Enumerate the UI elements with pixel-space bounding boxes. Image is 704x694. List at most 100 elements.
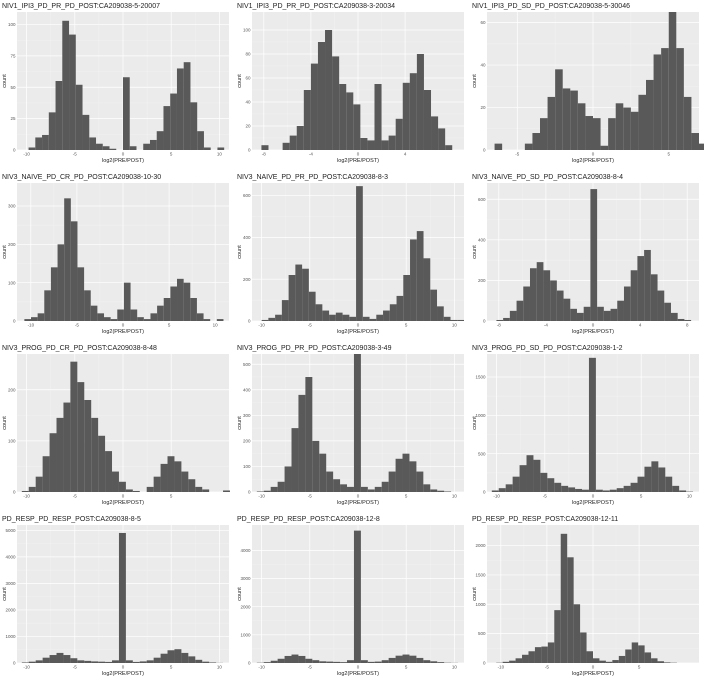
- x-tick-label: 5: [405, 494, 408, 499]
- histogram-bar: [37, 313, 45, 321]
- y-axis-label: count: [472, 245, 478, 259]
- histogram-bar: [381, 660, 389, 663]
- histogram-bar: [263, 662, 271, 663]
- histogram-bar: [96, 143, 103, 150]
- x-tick-label: -10: [498, 665, 505, 670]
- histogram-bar: [430, 661, 438, 663]
- histogram-bar: [437, 490, 445, 492]
- y-tick-label: 5000: [5, 528, 16, 533]
- histogram-bar: [296, 126, 304, 150]
- histogram-bar: [608, 118, 616, 150]
- histogram-bar: [367, 140, 375, 150]
- y-tick-label: 2000: [240, 604, 251, 609]
- x-tick-label: 5: [168, 323, 171, 328]
- histogram-bar: [291, 428, 299, 492]
- histogram-bar: [665, 476, 673, 492]
- histogram-bar: [416, 471, 424, 492]
- histogram-bar: [319, 453, 327, 492]
- histogram-panel: NIV1_IPI3_PD_PR_PD_POST:CA209038-5-20007…: [2, 3, 229, 164]
- histogram-bar: [315, 304, 323, 321]
- histogram-bar: [360, 486, 368, 492]
- y-tick-label: 20: [245, 124, 251, 129]
- histogram-bar: [561, 485, 569, 492]
- x-tick-label: -10: [258, 494, 265, 499]
- histogram-bar: [491, 490, 499, 492]
- x-tick-label: -5: [308, 494, 312, 499]
- histogram-bar: [181, 652, 189, 663]
- histogram-bar: [623, 286, 631, 321]
- x-tick-label: -4: [309, 152, 313, 157]
- y-tick-label: 0: [248, 148, 251, 153]
- histogram-bar: [541, 646, 548, 663]
- histogram-bar: [310, 63, 318, 150]
- x-tick-label: -10: [23, 665, 30, 670]
- histogram-bar: [533, 459, 541, 492]
- histogram-panel: NIV3_NAIVE_PD_SD_PD_POST:CA209038-8-4 -8 -…: [472, 174, 699, 335]
- histogram-bar: [49, 433, 57, 492]
- histogram-bar: [302, 268, 309, 321]
- histogram-bar: [577, 103, 586, 150]
- histogram-bar: [536, 262, 544, 321]
- histogram-bar: [167, 456, 175, 492]
- histogram-bar: [516, 300, 524, 321]
- x-tick-label: 0: [592, 494, 595, 499]
- histogram-bar: [543, 270, 551, 321]
- x-tick-label: -8: [262, 152, 266, 157]
- histogram-bar: [342, 314, 350, 321]
- histogram-bar: [617, 300, 624, 321]
- histogram-bar: [317, 42, 326, 150]
- histogram-bar: [646, 79, 654, 150]
- histogram-bar: [326, 471, 334, 492]
- x-tick-label: 10: [217, 152, 223, 157]
- histogram-bar: [599, 660, 606, 663]
- histogram-bar: [509, 310, 517, 321]
- histogram-bar: [305, 377, 313, 492]
- histogram-bar: [149, 139, 157, 150]
- histogram-bar: [57, 244, 65, 321]
- histogram-panel: NIV3_PROG_PD_CR_PD_POST:CA209038-8-48 -10…: [2, 345, 230, 506]
- histogram-bar: [261, 319, 269, 321]
- histogram-bar: [494, 143, 503, 150]
- histogram-bar: [326, 661, 334, 663]
- histogram-bar: [63, 655, 71, 663]
- y-tick-label: 600: [243, 193, 251, 198]
- histogram-bar: [588, 357, 596, 492]
- histogram-bar: [528, 651, 535, 663]
- histogram-bar: [146, 660, 154, 663]
- y-tick-label: 400: [243, 387, 251, 392]
- x-axis-label: log2(PRE/POST): [572, 158, 614, 164]
- histogram-bar: [333, 661, 341, 663]
- histogram-bar: [676, 48, 684, 150]
- y-tick-label: 1500: [475, 375, 486, 380]
- histogram-bar: [82, 114, 90, 150]
- histogram-bar: [437, 306, 444, 321]
- histogram-bar: [658, 467, 666, 492]
- x-tick-label: -10: [23, 152, 30, 157]
- histogram-bar: [203, 147, 211, 150]
- histogram-bar: [502, 661, 510, 663]
- histogram-bar: [519, 465, 527, 492]
- histogram-bar: [563, 298, 571, 321]
- y-tick-label: 100: [8, 438, 16, 443]
- panel-title: NIV1_IPI3_PD_PR_PD_POST:CA209038-3-20034: [237, 3, 395, 10]
- histogram-bar: [683, 96, 692, 150]
- histogram-bar: [64, 198, 71, 321]
- y-axis-label: count: [237, 416, 243, 430]
- histogram-bar: [668, 12, 677, 150]
- x-tick-label: 5: [170, 494, 173, 499]
- histogram-bar: [644, 652, 652, 663]
- panel-title: PD_RESP_PD_RESP_POST:CA209038-8-5: [2, 516, 141, 523]
- x-tick-label: -10: [23, 494, 30, 499]
- x-tick-label: 10: [452, 665, 458, 670]
- histogram-bar: [312, 660, 320, 663]
- histogram-bar: [623, 485, 631, 492]
- histogram-bar: [638, 94, 646, 150]
- y-tick-label: 100: [8, 22, 16, 27]
- y-tick-label: 4000: [240, 548, 251, 553]
- histogram-bar: [576, 312, 584, 321]
- histogram-bar: [188, 656, 196, 663]
- histogram-bar: [445, 145, 453, 150]
- x-axis-label: log2(PRE/POST): [102, 671, 144, 677]
- histogram-bar: [89, 137, 97, 150]
- histogram-bar: [291, 654, 299, 663]
